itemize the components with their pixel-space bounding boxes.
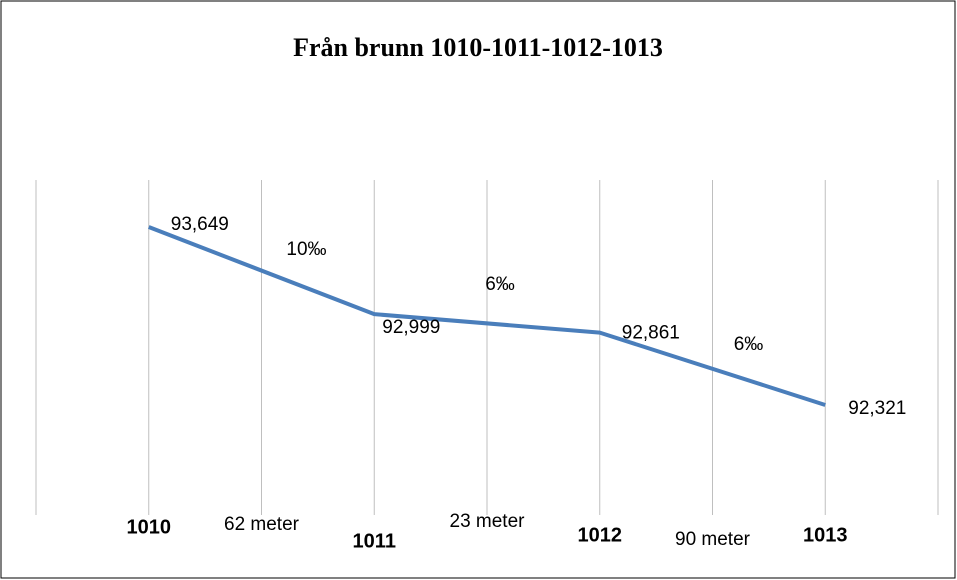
data-label: 93,649 (171, 214, 229, 235)
segment-slope: 10‰ (286, 239, 326, 260)
segment-length: 62 meter (224, 514, 300, 535)
line-series (148, 225, 826, 407)
x-tick-label: 1010 (127, 516, 172, 538)
data-label: 92,999 (382, 317, 440, 338)
data-label: 92,321 (848, 398, 906, 419)
segment-length: 90 meter (675, 529, 751, 550)
x-tick-label: 1012 (578, 524, 623, 546)
x-tick-label: 1011 (353, 530, 396, 552)
data-label: 92,861 (622, 323, 680, 344)
segment-length: 23 meter (450, 511, 526, 532)
chart-title: Från brunn 1010-1011-1012-1013 (293, 33, 663, 62)
segment-slope: 6‰ (485, 274, 515, 295)
x-tick-label: 1013 (803, 524, 848, 546)
segment-slope: 6‰ (734, 334, 764, 355)
